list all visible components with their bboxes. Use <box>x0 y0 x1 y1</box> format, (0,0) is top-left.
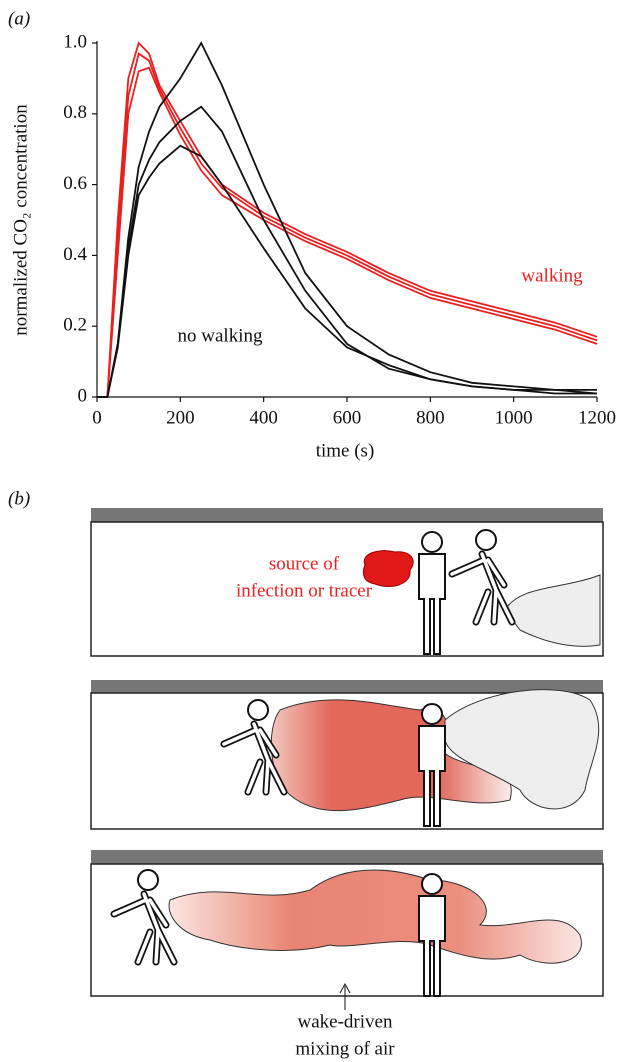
x-tick-label: 400 <box>249 407 278 428</box>
person-standing <box>419 554 445 654</box>
person-standing <box>422 874 442 894</box>
annotation: walking <box>521 265 583 286</box>
x-tick-label: 600 <box>333 407 362 428</box>
x-tick-label: 1000 <box>495 407 533 428</box>
source-label: infection or tracer <box>236 580 373 601</box>
wake-plume <box>505 575 600 646</box>
panel-label: (b) <box>8 488 30 509</box>
source-label: source of <box>269 553 340 574</box>
ceiling <box>91 850 603 864</box>
y-tick-label: 0.2 <box>63 315 87 336</box>
annotation: no walking <box>178 325 263 346</box>
panel-label: (a) <box>8 8 30 29</box>
person-walking <box>248 700 268 720</box>
y-axis-label: normalized CO₂ concentration <box>10 104 31 336</box>
person-walking <box>138 870 158 890</box>
person-standing <box>422 704 442 724</box>
y-tick-label: 0.6 <box>63 173 87 194</box>
x-tick-label: 1200 <box>578 407 616 428</box>
y-tick-label: 0 <box>78 385 88 406</box>
x-tick-label: 0 <box>92 407 102 428</box>
mixing-label: wake-driven <box>298 1011 393 1032</box>
figure: (a) (b) time (s) normalized CO₂ concentr… <box>0 0 621 1062</box>
mixed-plume <box>169 870 581 963</box>
arrow <box>340 984 350 1010</box>
ceiling <box>91 508 603 522</box>
x-tick-label: 200 <box>166 407 195 428</box>
person-walking <box>114 894 174 962</box>
person-walking <box>452 554 512 622</box>
mixing-label: mixing of air <box>295 1038 395 1059</box>
x-axis-label: time (s) <box>316 440 375 461</box>
person-walking <box>476 530 496 550</box>
person-standing <box>422 532 442 552</box>
x-tick-label: 800 <box>416 407 445 428</box>
y-tick-label: 0.4 <box>63 244 87 265</box>
y-tick-label: 1.0 <box>63 31 87 52</box>
y-tick-label: 0.8 <box>63 102 87 123</box>
